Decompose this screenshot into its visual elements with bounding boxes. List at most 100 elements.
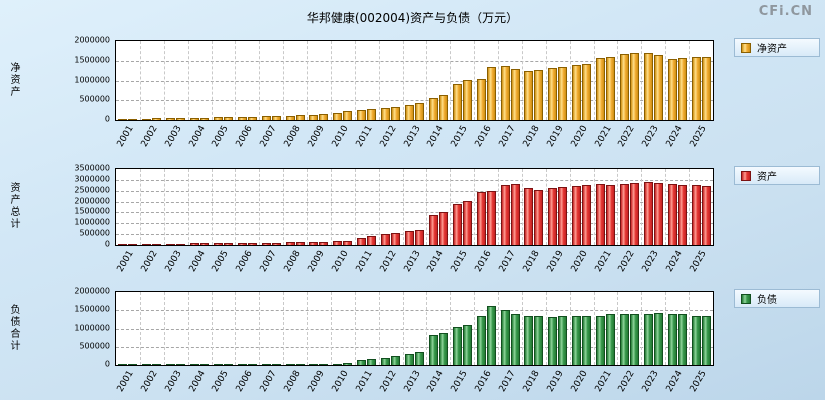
bar-2002 [152,364,162,365]
bar-2024 [677,185,687,245]
bar-2023 [653,183,663,245]
legend-label: 负债 [757,295,777,306]
bar-2004 [200,364,210,365]
gridline [330,169,332,245]
gridline [283,41,285,120]
bar-2008 [295,115,305,120]
gridline [450,41,452,120]
legend: 负债 [734,289,820,308]
bar-2009 [309,363,319,365]
bar-2021 [606,314,616,365]
bar-2007 [261,116,271,120]
bar-2020 [572,65,582,120]
bar-2010 [343,240,353,245]
gridline [116,190,713,192]
gridline [116,346,713,348]
y-tick-label: 0 [104,239,110,249]
bar-2004 [190,364,200,365]
gridline [211,41,213,120]
gridline [450,169,452,245]
bar-2006 [237,364,247,365]
bar-2014 [438,94,448,120]
y-axis-title: 资产总计 [8,182,19,230]
bar-2010 [343,363,353,365]
gridline [569,169,571,245]
bar-2019 [548,68,558,120]
gridline [354,41,356,120]
plot-area [115,40,714,121]
bar-2015 [452,326,462,365]
bar-2016 [486,190,496,245]
bar-2013 [405,104,414,120]
y-tick-label: 1500000 [74,206,110,216]
gridline [235,41,237,120]
bar-2001 [118,118,128,120]
gridline [378,292,380,365]
bar-2002 [142,364,152,365]
bar-2017 [500,185,510,245]
gridline [426,169,428,245]
y-tick-label: 3500000 [74,163,110,173]
bar-2019 [558,187,568,245]
gridline [665,292,667,365]
gridline [211,169,213,245]
bar-2013 [415,352,424,365]
cfi-logo: CFi.CN [758,4,813,19]
gridline [545,292,547,365]
bar-2025 [691,185,701,245]
x-tick-label: 2001 [115,369,136,394]
bar-2024 [667,184,677,245]
bar-2009 [319,114,329,120]
bar-2022 [629,183,639,245]
bar-2006 [247,364,257,365]
bar-2016 [476,316,486,365]
gridline [116,223,713,225]
gridline [665,41,667,120]
gridline [426,41,428,120]
bar-2015 [452,84,462,120]
bar-2014 [428,214,438,245]
legend-color-swatch [741,42,751,53]
bar-2022 [619,54,629,120]
gridline [187,169,189,245]
y-axis-title: 净资产 [8,61,19,98]
bar-2008 [285,115,295,120]
legend: 净资产 [734,38,820,57]
y-tick-label: 1000000 [74,75,110,84]
bar-2020 [582,185,592,245]
bar-2014 [438,212,448,245]
bar-2022 [619,314,629,365]
bar-2018 [524,71,534,120]
bar-2003 [176,364,186,365]
bar-2022 [619,184,629,245]
bar-2013 [405,353,414,365]
gridline [235,169,237,245]
bar-2020 [582,63,592,120]
bar-2005 [213,243,223,245]
legend: 资产 [734,166,820,185]
gridline [163,41,165,120]
bar-2025 [691,57,701,120]
bar-2024 [677,314,687,365]
bar-2022 [629,52,639,120]
bar-2015 [452,203,462,245]
bar-2017 [500,310,510,365]
y-tick-label: 2000000 [74,196,110,206]
x-axis-labels: 2001 2002 2003 2004 2005 2006 2007 2008 2009 2010… [115,246,712,282]
legend-color-swatch [741,293,751,304]
bar-2007 [271,364,281,365]
bar-2019 [558,315,568,365]
gridline [116,60,713,62]
bar-2009 [319,363,329,365]
y-axis-ticks: 0 500000 1000000 1500000 2000000 [60,287,112,369]
bar-2012 [391,356,401,365]
gridline [378,41,380,120]
bar-2020 [572,186,582,245]
bar-2018 [534,315,544,365]
gridline [139,292,141,365]
gridline [354,169,356,245]
bar-2015 [462,324,472,365]
bar-2005 [213,117,223,120]
bar-2007 [261,242,271,245]
bar-2004 [200,117,210,120]
